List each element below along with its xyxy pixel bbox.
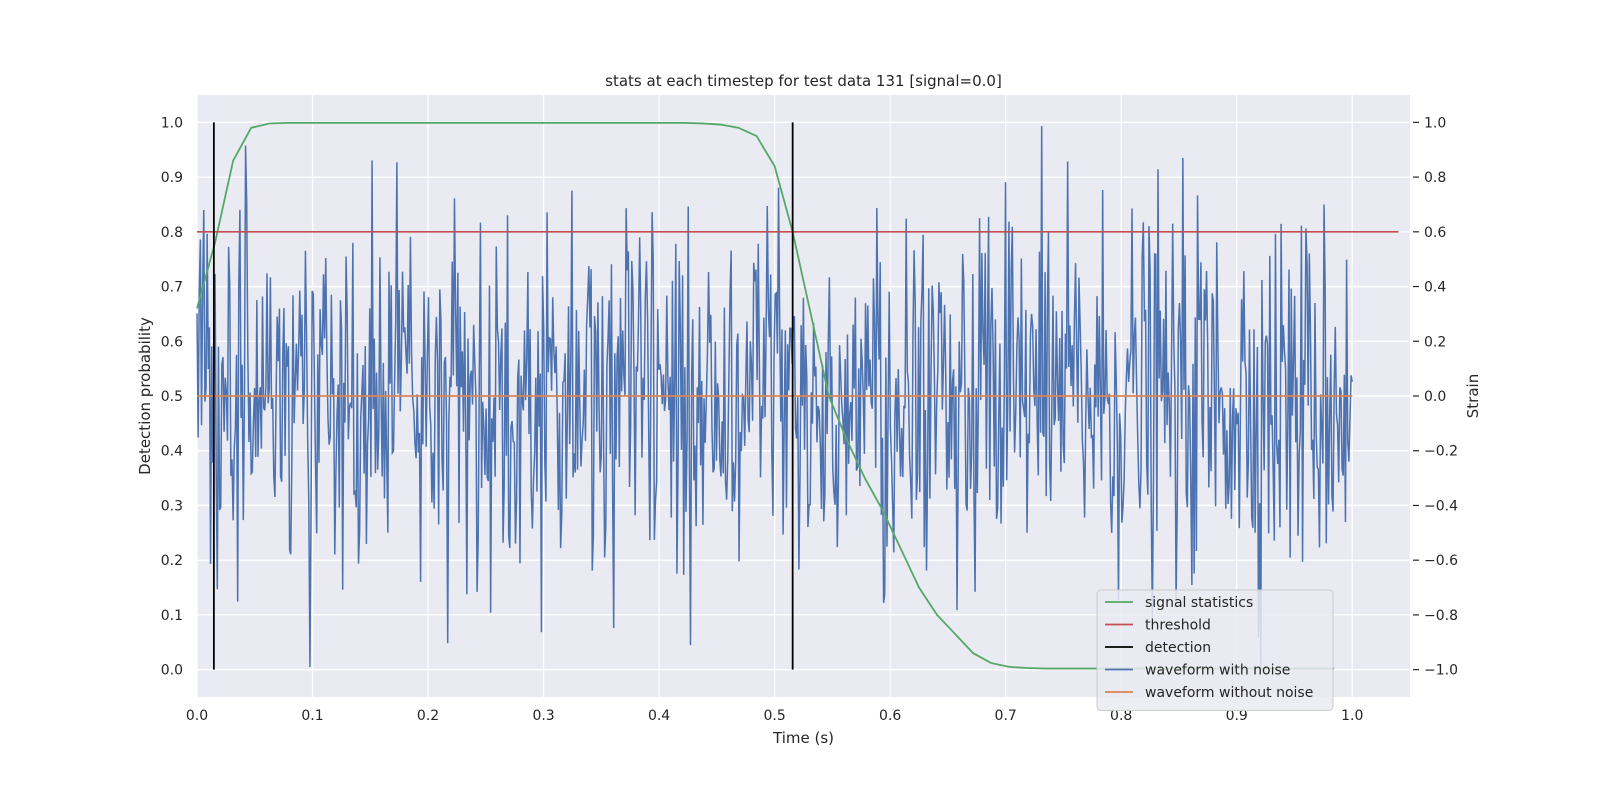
legend-box <box>1096 589 1334 711</box>
y2-tick-label: 0.4 <box>1424 280 1446 296</box>
y2-tick-label: 0.0 <box>1424 389 1446 405</box>
y-tick-label: 0.3 <box>161 498 183 514</box>
x-axis-label: Time (s) <box>772 729 834 747</box>
legend-label: threshold <box>1145 618 1211 634</box>
y2-tick-label: 0.8 <box>1424 170 1446 186</box>
y-tick-label: 0.4 <box>161 444 183 460</box>
y2-tick-label: −0.2 <box>1424 444 1458 460</box>
y-tick-label: 0.9 <box>161 170 183 186</box>
y-axis-label: Detection probability <box>136 317 154 475</box>
legend: signal statistics threshold detection wavef… <box>1096 589 1334 711</box>
y2-tick-label: −1.0 <box>1424 663 1458 679</box>
x-tick-label: 0.1 <box>301 708 323 724</box>
x-tick-label: 0.3 <box>532 708 554 724</box>
y2-tick-label: −0.4 <box>1424 498 1458 514</box>
y2-tick-label: 0.2 <box>1424 334 1446 350</box>
y-tick-label: 0.1 <box>161 608 183 624</box>
x-tick-label: 0.0 <box>186 708 208 724</box>
legend-label: waveform with noise <box>1145 663 1290 679</box>
x-tick-label: 0.5 <box>763 708 785 724</box>
x-tick-label: 1.0 <box>1341 708 1363 724</box>
y2-tick-label: 0.6 <box>1424 225 1446 241</box>
chart-title: stats at each timestep for test data 131… <box>605 72 1002 90</box>
x-tick-label: 0.9 <box>1226 708 1248 724</box>
y-tick-label: 0.0 <box>161 663 183 679</box>
y2-axis-label: Strain <box>1464 374 1482 418</box>
x-tick-label: 0.8 <box>1110 708 1132 724</box>
axis-ticks: 0.0 0.1 0.2 0.3 0.4 0.5 0.6 0.7 0.8 0.9 1.0 0.0 0.1 0… <box>161 115 1458 724</box>
y-tick-label: 0.6 <box>161 334 183 350</box>
y-tick-label: 0.2 <box>161 553 183 569</box>
y2-tick-label: 1.0 <box>1424 115 1446 131</box>
y2-tick-label: −0.6 <box>1424 553 1458 569</box>
y-tick-label: 1.0 <box>161 115 183 131</box>
legend-label: signal statistics <box>1145 595 1253 611</box>
y2-tick-label: −0.8 <box>1424 608 1458 624</box>
legend-label: waveform without noise <box>1145 685 1313 701</box>
legend-label: detection <box>1145 640 1211 656</box>
y-tick-label: 0.5 <box>161 389 183 405</box>
x-tick-label: 0.6 <box>879 708 901 724</box>
x-tick-label: 0.4 <box>648 708 670 724</box>
y-tick-label: 0.7 <box>161 280 183 296</box>
series-waveform-with-noise <box>196 126 1353 670</box>
x-tick-label: 0.7 <box>995 708 1017 724</box>
x-tick-label: 0.2 <box>417 708 439 724</box>
y-tick-label: 0.8 <box>161 225 183 241</box>
